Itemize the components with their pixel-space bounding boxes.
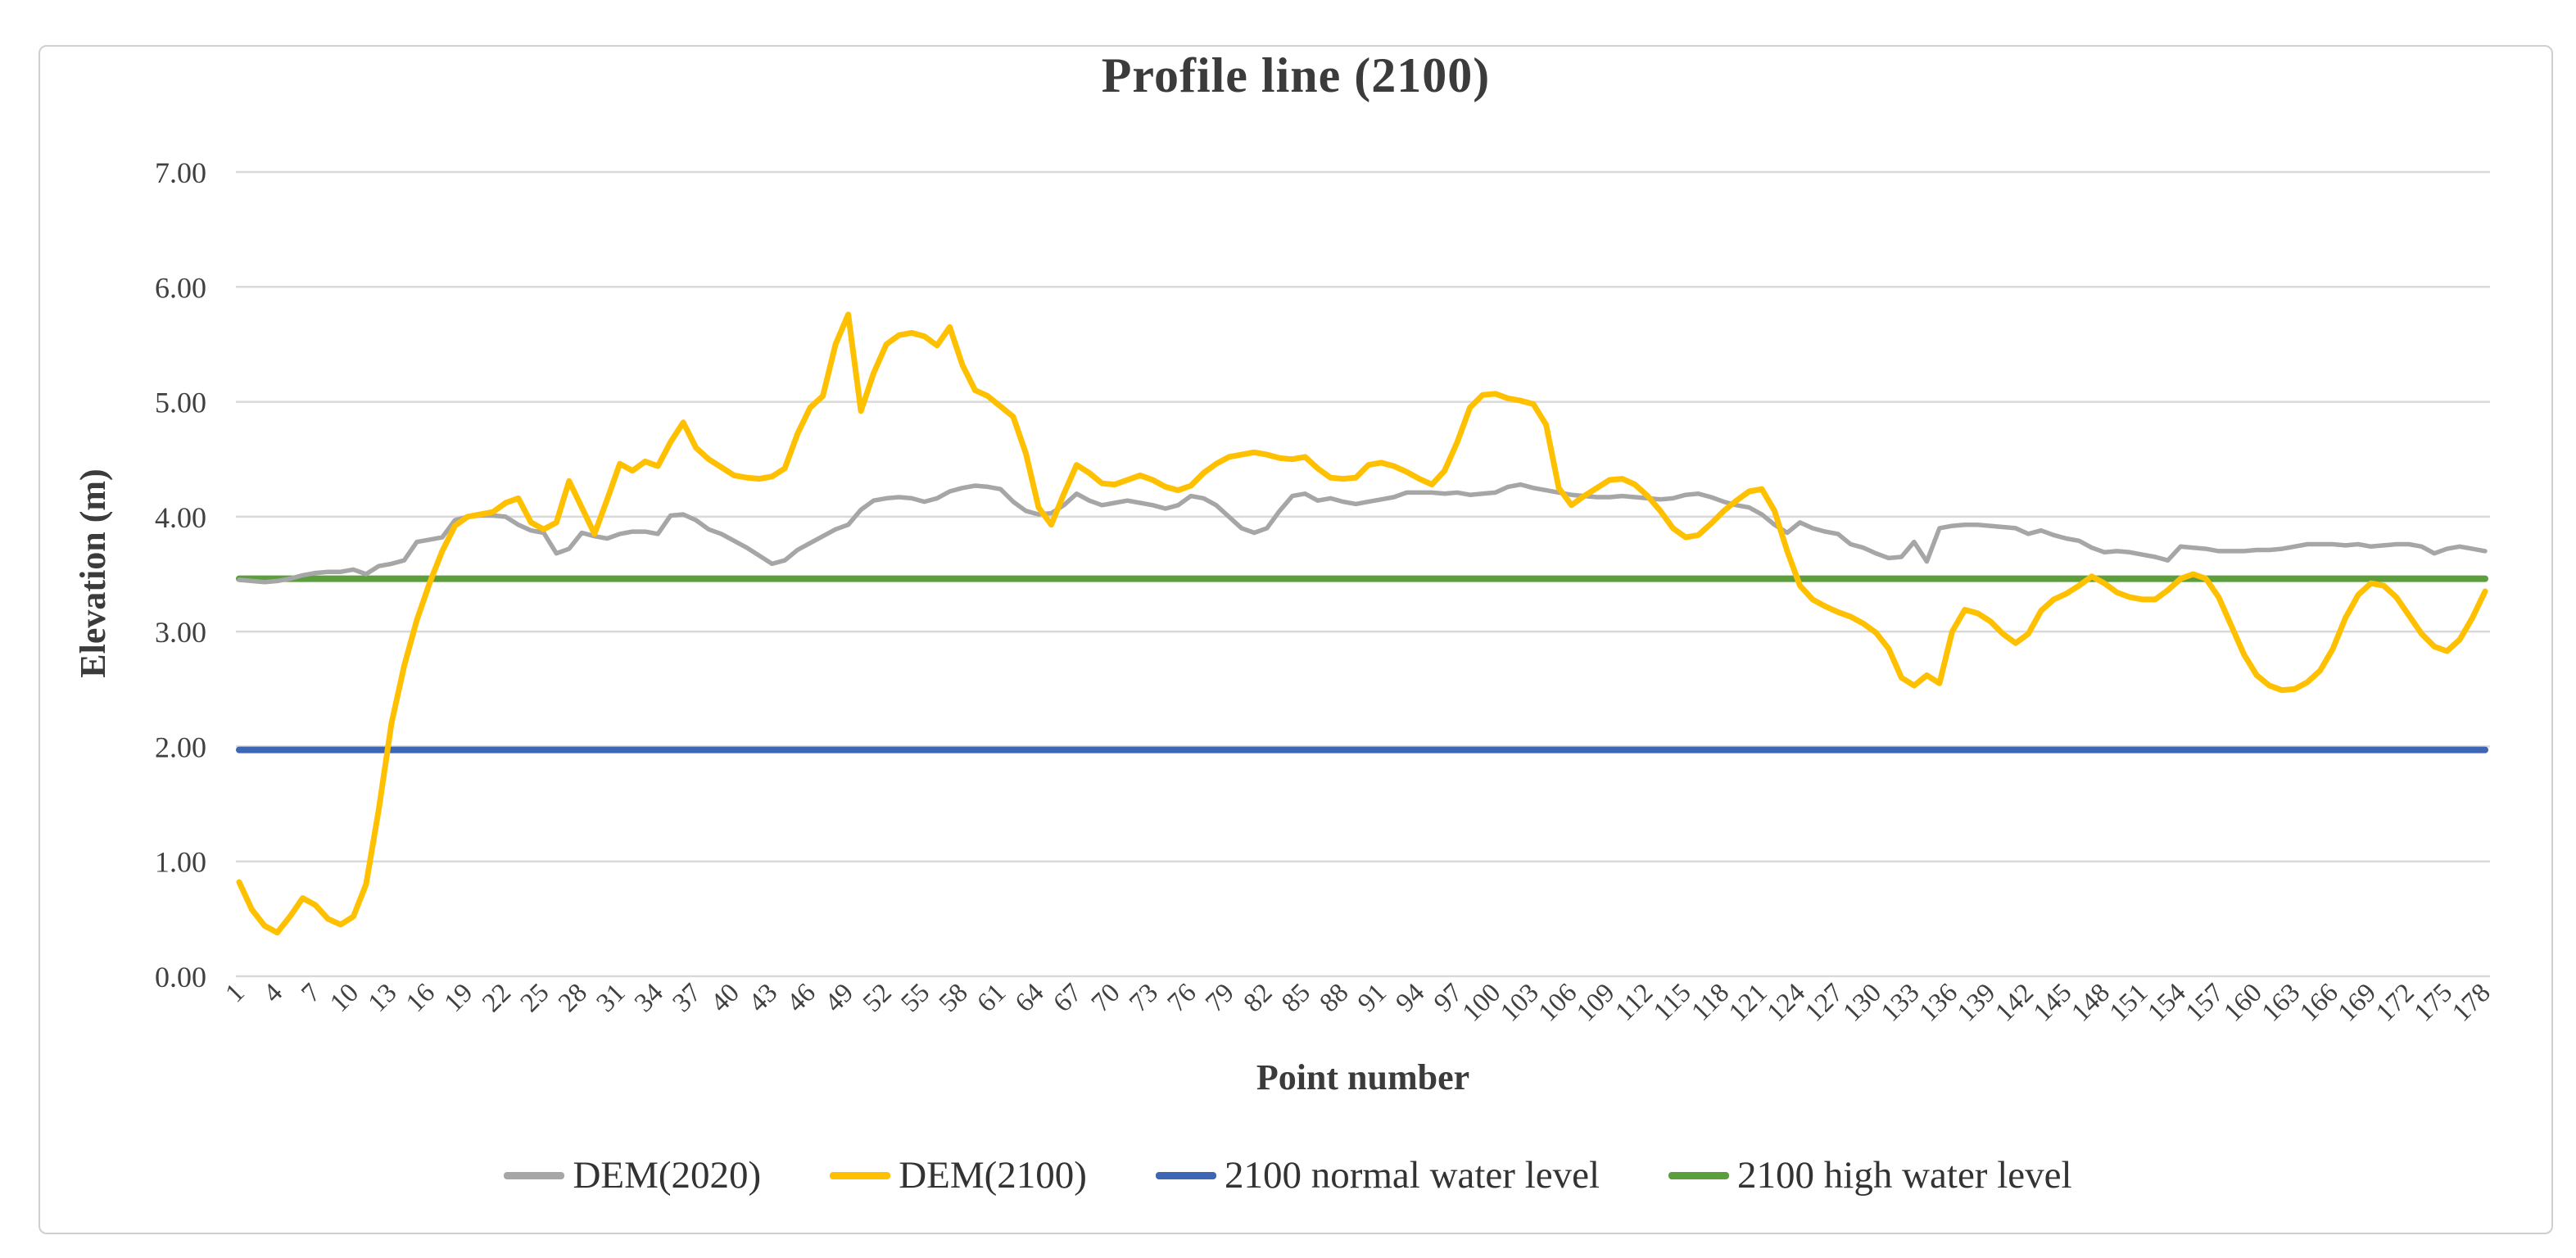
legend-item-dem2020: DEM(2020) <box>504 1153 761 1197</box>
x-tick-label: 94 <box>1391 978 1431 1018</box>
x-tick-label: 7 <box>296 978 326 1008</box>
x-tick-label: 61 <box>971 978 1012 1018</box>
legend-item-dem2100: DEM(2100) <box>830 1153 1087 1197</box>
x-tick-label: 58 <box>934 978 974 1018</box>
y-tick-label: 5.00 <box>155 387 206 419</box>
x-axis-title: Point number <box>1256 1057 1470 1097</box>
y-tick-label: 6.00 <box>155 271 206 304</box>
y-tick-label: 0.00 <box>155 961 206 993</box>
x-tick-label: 82 <box>1238 978 1279 1018</box>
x-tick-label: 46 <box>781 978 822 1018</box>
legend-label-dem2100: DEM(2100) <box>899 1154 1087 1197</box>
x-tick-label: 85 <box>1276 978 1316 1018</box>
profile-line <box>237 482 2488 585</box>
x-tick-label: 52 <box>858 978 898 1018</box>
x-tick-label: 91 <box>1352 978 1392 1018</box>
profile-line <box>236 311 2488 936</box>
x-tick-label: 88 <box>1315 978 1355 1018</box>
x-tick-label: 67 <box>1048 978 1088 1018</box>
x-tick-label: 25 <box>515 978 555 1018</box>
x-tick-label: 19 <box>439 978 479 1018</box>
x-tick-label: 43 <box>744 978 784 1018</box>
x-tick-label: 4 <box>258 978 288 1008</box>
x-tick-label: 13 <box>363 978 403 1018</box>
x-tick-label: 64 <box>1010 978 1050 1018</box>
x-tick-label: 76 <box>1162 978 1202 1018</box>
y-tick-label: 7.00 <box>155 156 206 189</box>
legend-item-high-water-level: 2100 high water level <box>1668 1153 2072 1197</box>
x-tick-label: 28 <box>553 978 593 1018</box>
y-tick-label: 2.00 <box>155 731 206 763</box>
x-tick-label: 22 <box>477 978 517 1018</box>
chart-title: Profile line (2100) <box>1101 48 1491 102</box>
legend-swatch-dem2100-icon <box>830 1171 891 1179</box>
x-tick-label: 79 <box>1200 978 1240 1018</box>
x-tick-label: 34 <box>629 978 669 1018</box>
x-tick-label: 40 <box>705 978 745 1018</box>
legend: DEM(2020) DEM(2100) 2100 normal water le… <box>0 1153 2576 1197</box>
legend-label-high-water-level: 2100 high water level <box>1737 1154 2072 1197</box>
y-tick-label: 1.00 <box>155 846 206 879</box>
chart-border <box>38 45 2553 1234</box>
legend-swatch-dem2020-icon <box>504 1171 565 1179</box>
x-tick-label: 70 <box>1086 978 1126 1018</box>
x-tick-label: 10 <box>324 978 364 1018</box>
x-tick-label: 37 <box>668 978 708 1018</box>
x-tick-label: 73 <box>1124 978 1164 1018</box>
legend-swatch-high-water-level-icon <box>1668 1171 1730 1179</box>
x-tick-label: 49 <box>819 978 859 1018</box>
y-tick-label: 4.00 <box>155 501 206 534</box>
y-tick-label: 3.00 <box>155 616 206 649</box>
x-tick-label: 1 <box>220 978 251 1008</box>
legend-swatch-normal-water-level-icon <box>1155 1171 1216 1179</box>
x-tick-label: 16 <box>401 978 441 1018</box>
x-tick-label: 55 <box>895 978 935 1018</box>
legend-label-dem2020: DEM(2020) <box>573 1154 762 1197</box>
legend-item-normal-water-level: 2100 normal water level <box>1155 1153 1600 1197</box>
x-tick-label: 178 <box>2447 978 2496 1027</box>
legend-label-normal-water-level: 2100 normal water level <box>1224 1154 1600 1197</box>
x-tick-label: 31 <box>591 978 632 1018</box>
